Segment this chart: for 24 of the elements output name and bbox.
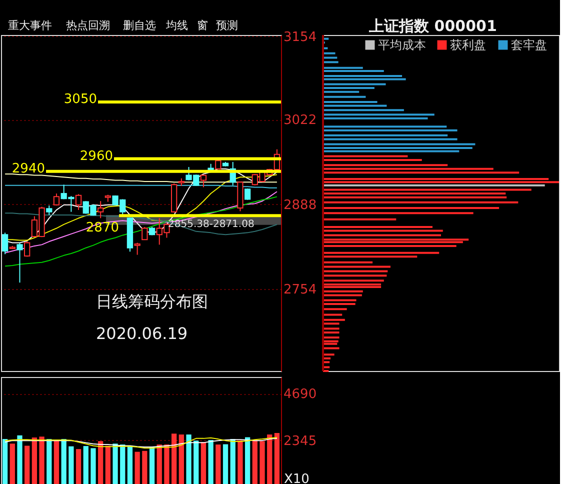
- text: 删自选: [123, 19, 156, 32]
- text: 预测: [216, 19, 238, 32]
- band-label: 2855.38-2871.08: [168, 218, 254, 230]
- y-tick-label: 3154: [284, 30, 317, 45]
- legend-label: 获利盘: [450, 38, 486, 52]
- y-tick-label: 2754: [284, 282, 317, 298]
- text: X10: [284, 472, 310, 484]
- y-tick-label: 2345: [284, 434, 317, 449]
- y-tick-label: 4690: [284, 387, 317, 402]
- annotation: 2020.06.19: [96, 324, 188, 343]
- y-tick-label: 2888: [284, 198, 317, 213]
- text: 窗: [197, 19, 208, 32]
- text: 均线: [165, 19, 188, 32]
- ref-line-label: 2960: [80, 148, 113, 164]
- annotation: 日线筹码分布图: [96, 292, 208, 311]
- text: 热点回溯: [66, 19, 110, 32]
- text: 重大事件: [8, 19, 52, 32]
- y-tick-label: 3022: [284, 113, 317, 128]
- ref-line-label: 2870: [86, 220, 119, 236]
- legend-label: 套牢盘: [511, 38, 547, 52]
- legend-label: 平均成本: [378, 38, 426, 52]
- ref-line-label: 3050: [64, 92, 97, 107]
- ref-line-label: 2940: [12, 161, 45, 176]
- chart-title: 上证指数 000001: [368, 17, 497, 35]
